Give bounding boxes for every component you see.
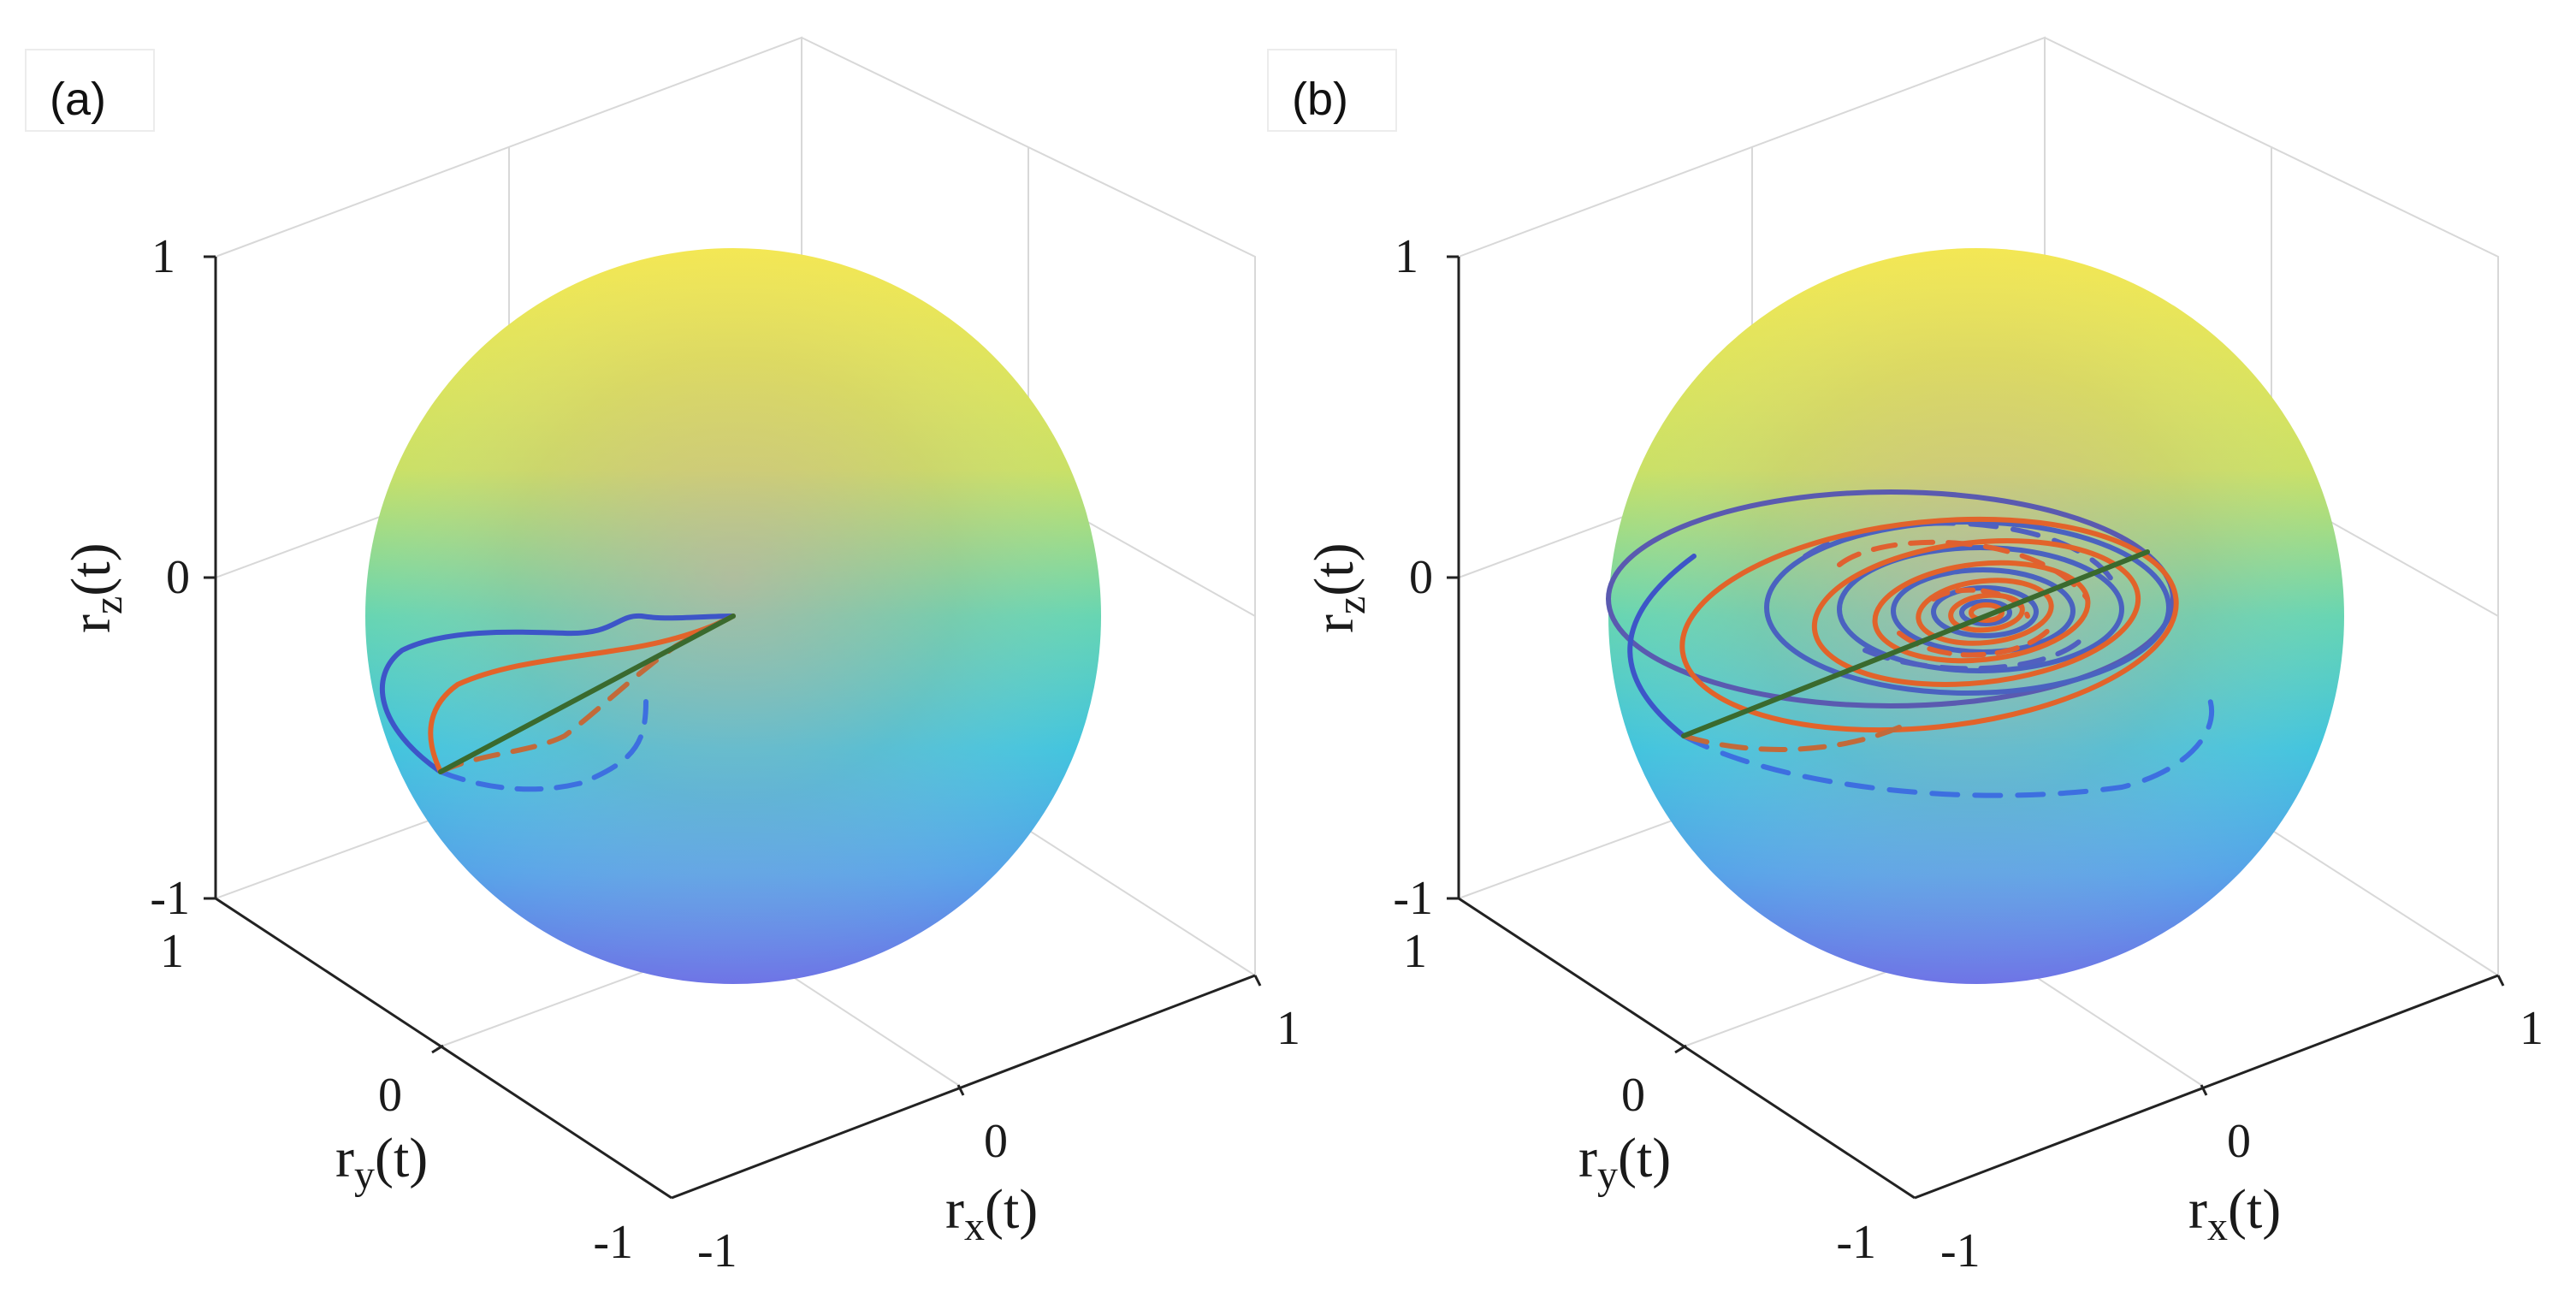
series-blue-solid-loop [1606, 489, 2176, 708]
tick-mark [431, 1044, 444, 1054]
series-green-line [438, 614, 736, 774]
z-axis-label: rz(t) [1303, 542, 1374, 633]
x-axis-line [1914, 974, 2499, 1200]
x-tick-label: 0 [984, 1115, 1008, 1168]
series-orange-dashed [438, 614, 736, 774]
tick-mark [956, 1084, 965, 1096]
series-blue-solid-loop [1764, 519, 2171, 696]
y-axis-label: ry(t) [335, 1127, 428, 1198]
x-axis-line [671, 974, 1256, 1200]
y-tick-label: -1 [593, 1216, 633, 1269]
x-tick-label: -1 [697, 1224, 737, 1277]
series-orange-dashed [1837, 539, 2090, 602]
series-green-line [1681, 549, 2150, 738]
x-tick-label: 1 [1276, 1002, 1300, 1055]
panel-label-box [1267, 49, 1397, 132]
tick-mark [2496, 975, 2505, 987]
x-tick-label: -1 [1940, 1224, 1981, 1277]
tick-mark [1674, 1044, 1687, 1054]
axis-lines [1447, 255, 2505, 1200]
series-blue-solid [379, 613, 736, 774]
series-orange-solid-loop [1679, 516, 2179, 733]
series-orange-dashed [1931, 587, 2030, 619]
series-blue-solid-loop [1931, 585, 2039, 638]
series-blue-solid-loop [1959, 599, 2012, 626]
x-tick-label: 1 [2520, 1002, 2543, 1055]
series-blue-dashed [438, 699, 648, 792]
series-orange-solid [428, 614, 736, 774]
z-tick-label: -1 [150, 872, 190, 925]
y-axis-label: ry(t) [1578, 1127, 1671, 1198]
z-tick-label: -1 [1393, 872, 1433, 925]
series-orange-solid-loop [1916, 578, 2054, 646]
y-tick-label: -1 [1836, 1216, 1876, 1269]
z-tick-label: 1 [1395, 230, 1418, 283]
z-tick-label: 1 [151, 230, 175, 283]
series-orange-solid-loop [1969, 602, 2005, 623]
axis-lines [204, 255, 1262, 1200]
x-axis-label: rx(t) [2188, 1178, 2281, 1249]
series-blue-dashed [1862, 639, 2082, 672]
x-tick-label: 0 [2227, 1115, 2251, 1168]
series-blue-dashed [1681, 691, 2214, 798]
panel-b: (b) [1267, 36, 2543, 1277]
panel-label: (b) [1292, 74, 1348, 125]
panel-label-box [25, 49, 155, 132]
series-blue-solid [1627, 554, 1697, 738]
trajectories [379, 613, 736, 792]
x-axis-label: rx(t) [945, 1178, 1038, 1249]
panel-label: (a) [50, 74, 106, 125]
y-tick-label: 0 [378, 1069, 402, 1122]
series-orange-solid-loop [1948, 592, 2025, 633]
z-axis-label: rz(t) [60, 542, 131, 633]
tick-mark [2200, 1084, 2208, 1096]
tick-mark [1253, 975, 1262, 987]
z-tick-label: 0 [166, 551, 190, 604]
panel-a: (a) [25, 36, 1300, 1277]
series-blue-dashed [1803, 520, 2116, 584]
y-axis-line [1458, 897, 1916, 1200]
z-tick-label: 0 [1409, 551, 1433, 604]
trajectories [1606, 489, 2214, 798]
y-axis-line [215, 897, 672, 1200]
y-tick-label: 1 [160, 925, 184, 978]
y-tick-label: 0 [1621, 1069, 1645, 1122]
y-tick-label: 1 [1403, 925, 1427, 978]
